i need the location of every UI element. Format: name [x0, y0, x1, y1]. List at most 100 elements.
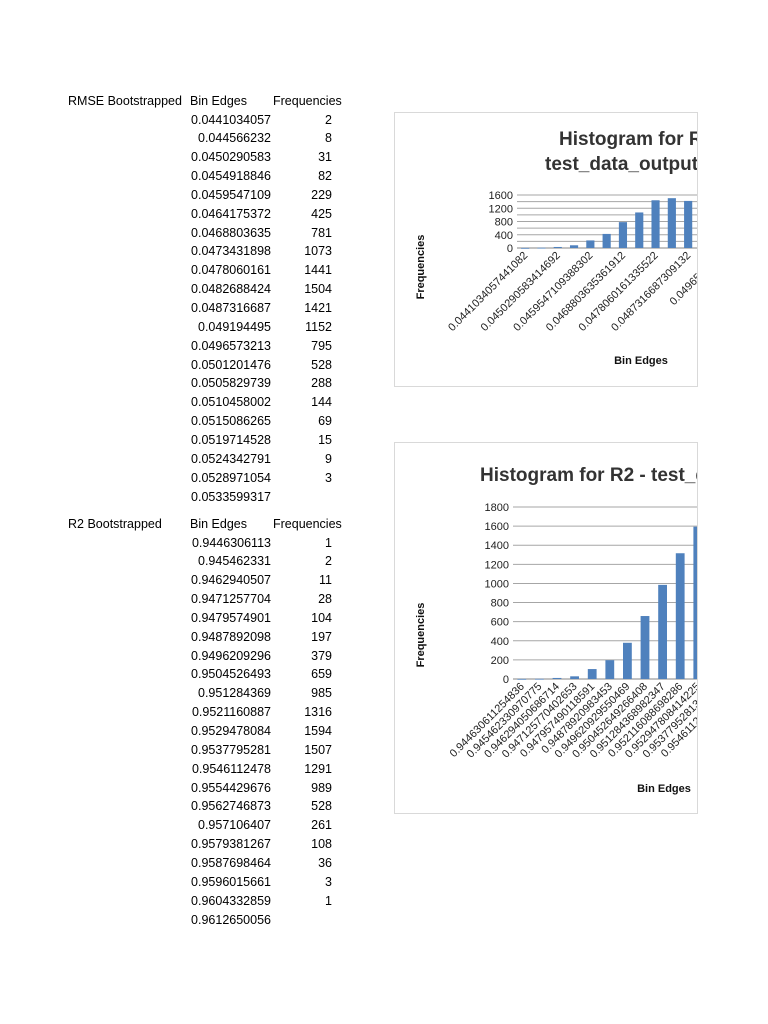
- histogram-bar: [535, 678, 544, 680]
- frequency-cell: 528: [311, 799, 332, 814]
- bin-edge-cell: 0.0450290583: [191, 150, 271, 165]
- bin-edge-cell: 0.9471257704: [191, 592, 271, 607]
- frequency-cell: 425: [311, 206, 332, 221]
- bin-edge-cell: 0.9487892098: [191, 629, 271, 644]
- frequency-cell: 28: [318, 592, 332, 607]
- frequency-cell: 15: [318, 432, 332, 447]
- bin-edge-cell: 0.0510458002: [191, 395, 271, 410]
- frequency-cell: 3: [325, 874, 332, 889]
- y-tick-label: 1600: [489, 190, 513, 202]
- bin-edge-cell: 0.0468803635: [191, 225, 271, 240]
- bin-edge-cell: 0.0519714528: [191, 432, 271, 447]
- bin-edge-cell: 0.0454918846: [191, 169, 271, 184]
- frequency-cell: 781: [311, 225, 332, 240]
- frequency-cell: 261: [311, 818, 332, 833]
- bin-edge-cell: 0.9446306113: [191, 535, 271, 550]
- y-tick-label: 400: [491, 636, 509, 648]
- bin-edge-cell: 0.049194495: [198, 319, 271, 334]
- frequency-cell: 36: [318, 855, 332, 870]
- bin-edge-cell: 0.9537795281: [191, 742, 271, 757]
- frequency-cell: 104: [311, 610, 332, 625]
- frequency-cell: 108: [311, 837, 332, 852]
- frequency-cell: 69: [318, 414, 332, 429]
- histogram-bar: [640, 616, 650, 679]
- frequency-cell: 82: [318, 169, 332, 184]
- frequency-cell: 3: [325, 470, 332, 485]
- bin-edge-cell: 0.9496209296: [191, 648, 271, 663]
- histogram-bar: [552, 677, 562, 679]
- y-tick-label: 1400: [485, 540, 509, 552]
- histogram-bar: [602, 233, 611, 248]
- y-tick-label: 1200: [485, 559, 509, 571]
- bin-edge-cell: 0.9521160887: [191, 705, 271, 720]
- histogram-bar: [667, 198, 676, 248]
- bin-edge-cell: 0.0464175372: [191, 206, 271, 221]
- bin-edge-cell: 0.0501201476: [191, 357, 271, 372]
- x-axis-label: Bin Edges: [637, 783, 691, 795]
- frequency-cell: 985: [311, 686, 332, 701]
- rmse-table: RMSE Bootstrapped Bin Edges Frequencies …: [0, 0, 360, 510]
- bin-edge-cell: 0.9504526493: [191, 667, 271, 682]
- bin-edge-cell: 0.9462940507: [191, 573, 271, 588]
- frequency-cell: 1421: [304, 301, 332, 315]
- histogram-bar: [623, 642, 632, 679]
- bin-edge-cell: 0.0528971054: [191, 470, 271, 485]
- bin-edge-cell: 0.0482688424: [191, 282, 271, 297]
- frequency-cell: 1441: [304, 263, 332, 278]
- frequency-cell: 2: [325, 112, 332, 127]
- bin-edge-cell: 0.0505829739: [191, 376, 271, 391]
- rmse-table-label: RMSE Bootstrapped: [68, 94, 182, 108]
- frequency-cell: 2: [325, 554, 332, 569]
- rmse-histogram-svg: Histogram for RMSE - test_data_output 0400…: [415, 129, 697, 367]
- y-tick-label: 1800: [485, 502, 509, 514]
- r2-histogram-chart: Histogram for R2 - test_data_output 0 200 4…: [394, 442, 698, 814]
- bin-edge-cell: 0.9596015661: [191, 874, 271, 889]
- histogram-bar: [521, 247, 530, 249]
- bin-edge-cell: 0.0478060161: [191, 263, 271, 278]
- histogram-bar: [537, 247, 546, 249]
- frequency-cell: 528: [311, 357, 332, 372]
- y-tick-label: 600: [491, 617, 509, 629]
- bin-edge-cell: 0.0533599317: [191, 489, 271, 504]
- frequency-cell: 1316: [304, 705, 332, 720]
- rmse-col-edges-header: Bin Edges: [190, 94, 247, 108]
- bin-edge-cell: 0.9587698464: [191, 855, 271, 870]
- chart-title: test_data_output: [545, 154, 697, 175]
- bin-edge-cell: 0.951284369: [198, 686, 271, 701]
- frequency-cell: 1507: [304, 742, 332, 757]
- chart-title: Histogram for R2 - test_data_output: [480, 465, 697, 486]
- chart-title: Histogram for RMSE -: [559, 129, 697, 150]
- bin-edge-cell: 0.0441034057: [191, 112, 271, 127]
- y-tick-label: 200: [491, 655, 509, 667]
- bin-edge-cell: 0.9579381267: [191, 837, 271, 852]
- frequency-cell: 9: [325, 451, 332, 466]
- frequency-cell: 31: [318, 150, 332, 165]
- histogram-bar: [635, 212, 644, 248]
- frequency-cell: 11: [319, 573, 332, 588]
- histogram-bar: [586, 240, 595, 248]
- y-tick-label: 800: [491, 598, 509, 610]
- frequency-cell: 795: [311, 338, 332, 353]
- frequency-cell: 1073: [304, 244, 332, 259]
- bin-edge-cell: 0.0496573213: [191, 338, 271, 353]
- bin-edge-cell: 0.9612650056: [191, 912, 271, 927]
- frequency-cell: 1504: [304, 282, 332, 297]
- bin-edge-cell: 0.9554429676: [191, 780, 271, 795]
- bin-edge-cell: 0.044566232: [198, 131, 271, 146]
- y-tick-label: 1000: [485, 578, 509, 590]
- histogram-bar: [605, 660, 615, 679]
- y-tick-label: 800: [495, 217, 513, 229]
- x-axis-label: Bin Edges: [614, 355, 668, 367]
- y-tick-label: 0: [503, 674, 509, 686]
- bin-edge-cell: 0.957106407: [198, 818, 271, 833]
- y-tick-label: 0: [507, 243, 513, 255]
- r2-table-label: R2 Bootstrapped: [68, 517, 162, 531]
- bin-edge-cell: 0.0515086265: [191, 414, 271, 429]
- y-axis-label: Frequencies: [415, 235, 427, 300]
- bin-edge-cell: 0.9604332859: [191, 893, 271, 908]
- frequency-cell: 1152: [305, 319, 332, 334]
- r2-col-edges-header: Bin Edges: [190, 517, 247, 531]
- frequency-cell: 989: [311, 780, 332, 795]
- y-tick-label: 1200: [489, 203, 513, 215]
- histogram-bar: [675, 553, 685, 679]
